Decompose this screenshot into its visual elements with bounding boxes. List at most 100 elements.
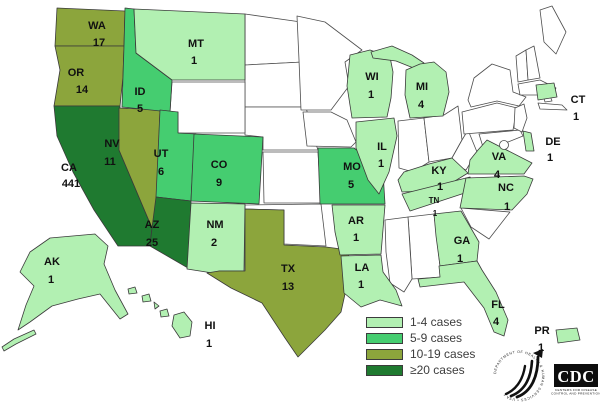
state-cases-OR: 14 — [76, 84, 89, 96]
state-cases-AK: 1 — [48, 274, 54, 286]
state-shape-IL — [355, 117, 398, 195]
legend-label: 1-4 cases — [410, 315, 463, 329]
state-label-PR: PR — [534, 325, 549, 337]
state-label-TX: TX — [281, 263, 296, 275]
state-cases-NV: 11 — [104, 156, 116, 168]
legend-label: 5-9 cases — [410, 331, 463, 345]
state-label-WI: WI — [365, 71, 378, 83]
state-label-AZ: AZ — [145, 219, 160, 231]
state-shape-NC — [459, 175, 534, 211]
state-cases-TX: 13 — [282, 281, 294, 293]
legend-item: 5-9 cases — [366, 330, 475, 346]
state-label-ID: ID — [135, 86, 146, 98]
cdc-logo-text: CDC — [557, 367, 594, 386]
legend-swatch-1-4 — [366, 316, 403, 328]
state-cases-KY: 1 — [437, 181, 443, 193]
state-label-VA: VA — [492, 151, 507, 163]
state-cases-MI: 4 — [418, 99, 425, 111]
state-shape-HI — [159, 308, 170, 318]
state-shape-no-cases — [244, 61, 307, 108]
state-shape-OR — [53, 45, 125, 107]
state-cases-CA: 441 — [62, 178, 80, 190]
state-label-NC: NC — [498, 182, 514, 194]
state-cases-HI: 1 — [206, 338, 212, 350]
legend-label: ≥20 cases — [410, 363, 465, 377]
state-shape-no-cases — [460, 207, 511, 240]
state-shape-TX — [206, 208, 350, 358]
state-cases-IL: 1 — [378, 158, 384, 170]
cdc-logo-box — [554, 364, 598, 387]
state-label-TN: TN — [429, 196, 440, 205]
hhs-eagle-head — [533, 349, 543, 358]
state-label-NM: NM — [206, 219, 223, 231]
state-label-AK: AK — [44, 256, 60, 268]
state-shape-no-cases — [539, 5, 567, 55]
state-label-AR: AR — [348, 215, 364, 227]
state-cases-AZ: 25 — [146, 237, 158, 249]
state-label-MI: MI — [416, 81, 428, 93]
state-label-KY: KY — [431, 165, 447, 177]
state-shape-AK — [17, 233, 129, 331]
state-shape-AK — [1, 329, 37, 352]
state-cases-VA: 4 — [494, 169, 501, 181]
state-cases-WI: 1 — [368, 89, 374, 101]
state-shape-FL — [417, 260, 509, 337]
state-cases-DE: 1 — [547, 152, 553, 164]
state-cases-NC: 1 — [504, 201, 510, 213]
hhs-logo: DEPARTMENT OF HEALTH & HUMAN SERVICES • … — [493, 349, 544, 402]
state-shape-no-cases — [537, 102, 568, 111]
state-shape-MI — [404, 61, 450, 119]
state-cases-GA: 1 — [457, 253, 463, 265]
state-label-FL: FL — [491, 299, 505, 311]
state-cases-AR: 1 — [353, 232, 359, 244]
legend-swatch-5-9 — [366, 332, 403, 344]
state-cases-TN: 1 — [433, 209, 438, 218]
legend-item: ≥20 cases — [366, 362, 475, 378]
legend-swatch-20plus — [366, 364, 403, 376]
state-cases-PR: 1 — [538, 342, 544, 354]
state-label-LA: LA — [355, 262, 370, 274]
state-cases-NM: 2 — [211, 237, 217, 249]
state-label-CO: CO — [211, 159, 228, 171]
legend-item: 10-19 cases — [366, 346, 475, 362]
state-cases-MT: 1 — [191, 55, 197, 67]
state-label-MT: MT — [188, 38, 204, 50]
state-cases-MO: 5 — [348, 179, 354, 191]
state-label-WA: WA — [88, 20, 106, 32]
state-label-NV: NV — [104, 138, 120, 150]
state-cases-UT: 6 — [158, 166, 164, 178]
state-shape-HI — [153, 301, 160, 310]
state-label-CA: CA — [61, 162, 77, 174]
dc-circle — [499, 140, 509, 150]
hhs-eagle-stroke — [515, 355, 540, 399]
state-cases-FL: 4 — [493, 316, 500, 328]
state-shape-VA — [467, 139, 533, 175]
legend-swatch-10-19 — [366, 348, 403, 360]
state-shape-HI — [171, 311, 193, 339]
state-shape-HI — [141, 293, 152, 303]
state-shape-no-cases — [244, 13, 304, 66]
state-shape-AZ — [149, 196, 192, 269]
state-shape-MT — [133, 8, 246, 81]
cdc-logo-caption: CONTROL AND PREVENTION — [551, 392, 600, 396]
state-shape-WI — [346, 49, 394, 119]
state-label-UT: UT — [154, 148, 169, 160]
state-shape-no-cases — [525, 45, 541, 81]
cdc-logo-caption: CENTERS FOR DISEASE — [555, 388, 597, 392]
state-label-DE: DE — [545, 136, 560, 148]
hhs-eagle-stroke — [509, 359, 534, 398]
state-shape-no-cases — [461, 102, 518, 135]
state-shape-HI — [127, 286, 138, 295]
state-shape-LA — [340, 254, 403, 308]
state-shape-no-cases — [397, 117, 430, 173]
legend-label: 10-19 cases — [410, 347, 476, 361]
state-shape-no-cases — [384, 216, 413, 293]
map-legend: 1-4 cases 5-9 cases 10-19 cases ≥20 case… — [366, 314, 475, 378]
hhs-eagle-stroke — [504, 364, 527, 396]
state-shape-AR — [331, 204, 386, 256]
state-cases-LA: 1 — [358, 279, 364, 291]
state-shape-no-cases — [262, 151, 322, 204]
